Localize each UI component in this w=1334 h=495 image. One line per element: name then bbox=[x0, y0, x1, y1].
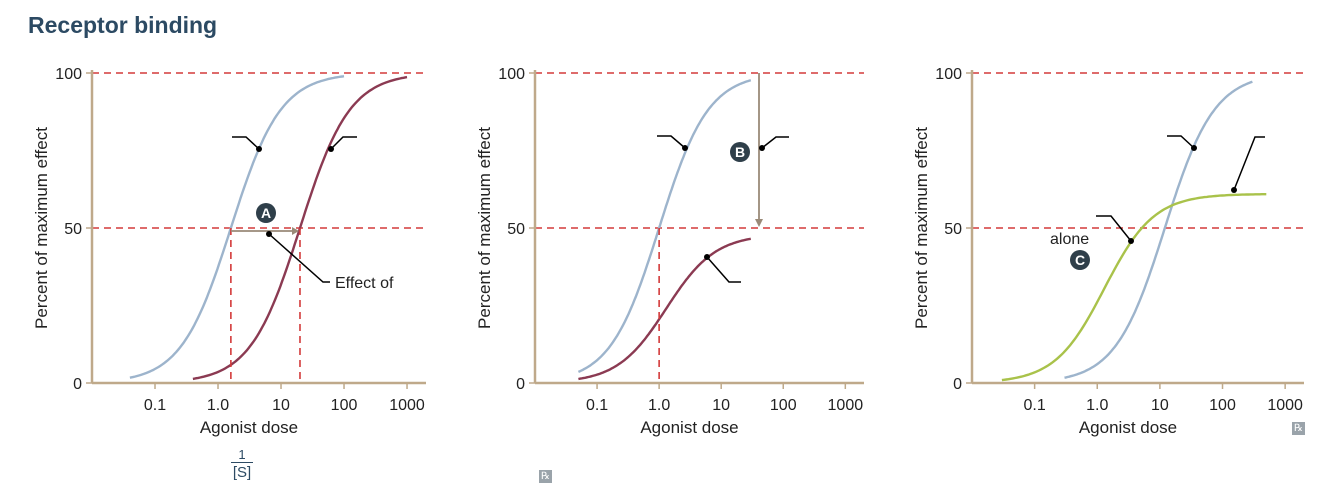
shift-arrowhead bbox=[291, 227, 299, 235]
y-axis-label: Percent of maximum effect bbox=[32, 127, 51, 329]
footnote: 1 [S] bbox=[231, 448, 253, 480]
marker-badge bbox=[1070, 250, 1090, 270]
callout-dot bbox=[256, 146, 262, 152]
panel-2: 0 50 100 0.1 1.0 10 100 1000 Agonist dose Percent… bbox=[475, 66, 864, 437]
x-tick-label: 100 bbox=[770, 397, 797, 414]
callout-dot bbox=[266, 231, 272, 237]
x-tick-label: 100 bbox=[1209, 397, 1236, 414]
y-tick-label: 50 bbox=[64, 221, 82, 238]
callout-dot bbox=[759, 145, 765, 151]
y-axis-label: Percent of maximum effect bbox=[912, 127, 931, 329]
y-tick-label: 0 bbox=[953, 376, 962, 393]
x-axis-label: Agonist dose bbox=[1079, 418, 1177, 437]
y-tick-label: 50 bbox=[507, 221, 525, 238]
x-tick-label: 0.1 bbox=[1024, 397, 1046, 414]
callout-dot bbox=[328, 146, 334, 152]
y-tick-label: 100 bbox=[498, 66, 525, 83]
x-tick-label: 1.0 bbox=[648, 397, 670, 414]
callout-dot bbox=[1128, 238, 1134, 244]
marker-letter: A bbox=[261, 205, 271, 221]
curve-shifted bbox=[578, 237, 751, 381]
y-tick-label: 100 bbox=[55, 66, 82, 83]
marker-badge bbox=[256, 203, 276, 223]
curve-partial bbox=[1001, 193, 1267, 382]
callout-line bbox=[232, 136, 260, 150]
marker-letter: B bbox=[735, 144, 745, 160]
x-tick-label: 1000 bbox=[828, 397, 864, 414]
footnote-numerator: 1 bbox=[231, 448, 253, 463]
rx-icon: ℞ bbox=[1292, 422, 1305, 435]
marker-letter: C bbox=[1075, 252, 1085, 268]
x-axis-label: Agonist dose bbox=[640, 418, 738, 437]
curve-agonist bbox=[1064, 80, 1253, 379]
x-tick-label: 1000 bbox=[1267, 397, 1303, 414]
panel-3: 0 50 100 0.1 1.0 10 100 1000 Agonist dose Percent… bbox=[912, 66, 1304, 437]
callout-dot bbox=[704, 254, 710, 260]
x-tick-label: 1.0 bbox=[1086, 397, 1108, 414]
marker-badge bbox=[730, 142, 750, 162]
callout-dot bbox=[682, 145, 688, 151]
callout-line bbox=[1096, 215, 1132, 242]
x-tick-label: 0.1 bbox=[144, 397, 166, 414]
callout-dot bbox=[1231, 187, 1237, 193]
annotation-alone: alone bbox=[1050, 231, 1089, 248]
x-tick-label: 10 bbox=[1151, 397, 1169, 414]
x-axis-label: Agonist dose bbox=[200, 418, 298, 437]
y-axis-label: Percent of maximum effect bbox=[475, 127, 494, 329]
panel-1: 0 50 100 0.1 1.0 10 100 1000 Agonist dose Percent… bbox=[32, 66, 426, 437]
curve-agonist bbox=[577, 79, 752, 374]
page-title: Receptor binding bbox=[28, 12, 218, 38]
callout-line bbox=[761, 136, 789, 149]
x-tick-label: 1000 bbox=[389, 397, 425, 414]
callout-line bbox=[330, 136, 357, 150]
x-tick-label: 10 bbox=[712, 397, 730, 414]
callout-dot bbox=[1191, 145, 1197, 151]
callout-line bbox=[1233, 136, 1265, 191]
callout-line bbox=[268, 233, 330, 283]
footnote-denominator: [S] bbox=[232, 464, 252, 481]
callout-line bbox=[1167, 135, 1195, 149]
annotation-effect-of: Effect of bbox=[335, 275, 394, 292]
y-tick-label: 50 bbox=[944, 221, 962, 238]
callout-line bbox=[657, 135, 686, 149]
curve-agonist bbox=[129, 75, 345, 379]
y-tick-label: 0 bbox=[73, 376, 82, 393]
efficacy-arrowhead bbox=[755, 219, 763, 227]
rx-icon: ℞ bbox=[539, 470, 552, 483]
x-tick-label: 0.1 bbox=[586, 397, 608, 414]
y-tick-label: 100 bbox=[935, 66, 962, 83]
callout-line bbox=[706, 256, 741, 283]
x-tick-label: 10 bbox=[272, 397, 290, 414]
y-tick-label: 0 bbox=[516, 376, 525, 393]
x-tick-label: 100 bbox=[331, 397, 358, 414]
x-tick-label: 1.0 bbox=[207, 397, 229, 414]
